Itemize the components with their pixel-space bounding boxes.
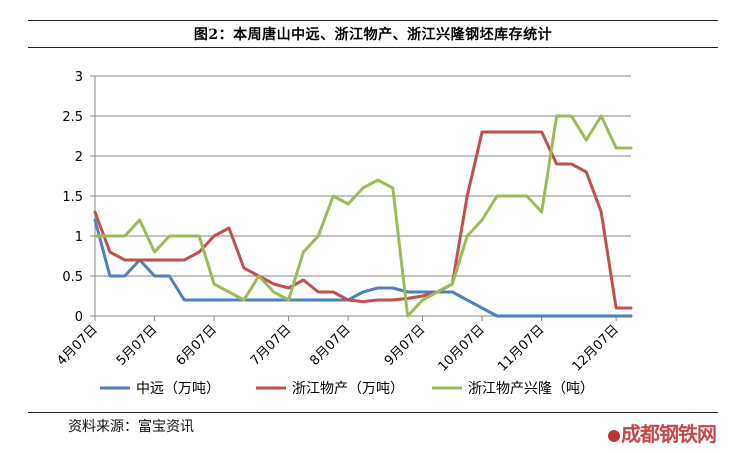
x-tick-label: 10月07日: [436, 322, 488, 374]
x-tick-label: 4月07日: [54, 322, 101, 369]
gridlines: [95, 75, 631, 277]
series-line-2: [93, 114, 633, 318]
legend-label-1: 浙江物产（万吨）: [292, 381, 404, 397]
y-tick-label: 3: [75, 70, 83, 85]
title-bar: 图2：本周唐山中远、浙江物产、浙江兴隆钢坯库存统计: [28, 20, 718, 48]
logo-dot-icon: [608, 430, 620, 442]
x-tick-label: 7月07日: [248, 322, 295, 369]
watermark-text: 成都钢铁网: [621, 422, 717, 446]
series-lines: [93, 114, 633, 318]
x-tick-label: 8月07日: [307, 322, 354, 369]
chart-title: 图2：本周唐山中远、浙江物产、浙江兴隆钢坯库存统计: [193, 27, 553, 43]
x-tick-label: 12月07日: [570, 322, 622, 374]
x-tick-label: 11月07日: [495, 322, 547, 374]
x-tick-label: 6月07日: [173, 322, 220, 369]
x-tick-label: 5月07日: [114, 322, 161, 369]
y-tick-label: 0.5: [62, 270, 83, 285]
source-note: 资料来源：富宝资讯: [68, 419, 194, 435]
y-tick-label: 1: [75, 230, 83, 245]
footer-divider: [28, 412, 718, 413]
series-line-0: [93, 218, 633, 318]
y-tick-label: 2.5: [62, 110, 83, 125]
watermark-logo: 成都钢铁网: [608, 418, 717, 447]
axes: [90, 75, 631, 321]
series-line-1: [93, 130, 633, 310]
legend-label-0: 中远（万吨）: [136, 381, 220, 397]
y-tick-label: 2: [75, 150, 83, 165]
x-tick-label: 9月07日: [382, 322, 429, 369]
legend-label-2: 浙江物产兴隆（吨）: [468, 381, 594, 397]
y-tick-label: 0: [75, 310, 83, 325]
y-tick-label: 1.5: [62, 190, 83, 205]
legend: 中远（万吨） 浙江物产（万吨） 浙江物产兴隆（吨）: [100, 381, 594, 397]
